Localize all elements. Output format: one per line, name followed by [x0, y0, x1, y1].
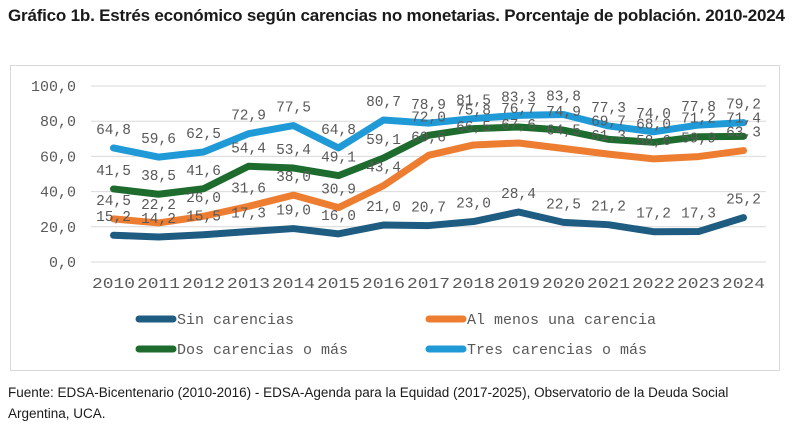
x-tick-label: 2015 [317, 276, 360, 293]
legend: Sin carencias Al menos una carencia Dos ca… [135, 312, 656, 359]
legend-label: Dos carencias o más [177, 342, 348, 359]
data-label: 60,6 [411, 130, 446, 146]
data-label: 64,5 [546, 123, 581, 139]
chart-area: 0,0 20,0 40,0 60,0 80,0 100,0 2010 2011 2012 201… [10, 65, 780, 371]
data-label: 71,2 [681, 112, 716, 128]
source-note: Fuente: EDSA-Bicentenario (2010-2016) - … [8, 385, 729, 421]
data-label: 78,9 [411, 98, 446, 114]
data-label: 75,8 [456, 104, 491, 120]
data-label: 21,0 [366, 200, 401, 216]
data-label: 74,9 [546, 105, 581, 121]
data-label: 79,2 [726, 98, 761, 114]
data-label: 38,5 [141, 169, 176, 185]
data-label: 28,4 [501, 187, 536, 203]
x-tick-label: 2022 [632, 276, 675, 293]
y-tick-label: 40,0 [40, 185, 76, 202]
data-label: 72,9 [231, 109, 266, 125]
data-label: 31,6 [231, 181, 266, 197]
data-label: 83,3 [501, 90, 536, 106]
series-lines [110, 111, 747, 241]
x-tick-label: 2016 [362, 276, 405, 293]
data-label: 25,2 [726, 193, 761, 209]
data-label: 23,0 [456, 197, 491, 213]
data-label: 41,6 [186, 164, 221, 180]
y-tick-label: 0,0 [49, 255, 76, 272]
data-label: 30,9 [321, 183, 356, 199]
data-label: 66,5 [456, 120, 491, 136]
data-label: 64,8 [96, 123, 131, 139]
legend-label: Sin carencias [177, 312, 294, 329]
data-label: 71,4 [726, 111, 761, 127]
x-axis: 2010 2011 2012 2013 2014 2015 2016 2017 2018 2019… [92, 276, 765, 293]
legend-label: Al menos una carencia [467, 312, 656, 329]
data-label: 59,6 [141, 132, 176, 148]
data-label: 61,3 [591, 129, 626, 145]
data-label: 20,7 [411, 201, 446, 217]
x-tick-label: 2017 [407, 276, 450, 293]
x-tick-label: 2021 [587, 276, 630, 293]
data-label: 76,7 [501, 102, 536, 118]
x-tick-label: 2011 [137, 276, 180, 293]
data-label: 24,5 [96, 194, 131, 210]
x-tick-label: 2010 [92, 276, 135, 293]
data-label: 38,0 [276, 170, 311, 186]
data-label: 62,5 [186, 127, 221, 143]
data-label: 64,8 [321, 123, 356, 139]
data-label: 17,3 [681, 207, 716, 223]
x-tick-label: 2012 [182, 276, 225, 293]
legend-label: Tres carencias o más [467, 342, 647, 359]
x-tick-label: 2020 [542, 276, 585, 293]
data-label: 63,3 [726, 126, 761, 142]
x-tick-label: 2023 [677, 276, 720, 293]
data-label: 81,5 [456, 94, 491, 110]
data-label: 15,5 [186, 210, 221, 226]
x-tick-label: 2013 [227, 276, 270, 293]
data-label: 53,4 [276, 143, 311, 159]
data-label: 19,0 [276, 204, 311, 220]
y-axis: 0,0 20,0 40,0 60,0 80,0 100,0 [31, 79, 76, 272]
data-label: 59,9 [681, 132, 716, 148]
data-label: 43,4 [366, 161, 401, 177]
data-label: 54,4 [231, 141, 266, 157]
data-label: 77,8 [681, 100, 716, 116]
y-tick-label: 80,0 [40, 114, 76, 131]
chart-title: Gráfico 1b. Estrés económico según caren… [8, 6, 785, 25]
data-label: 17,2 [636, 207, 671, 223]
y-tick-label: 20,0 [40, 220, 76, 237]
y-tick-label: 100,0 [31, 79, 76, 96]
data-label: 22,5 [546, 197, 581, 213]
data-label: 68,0 [636, 117, 671, 133]
data-label: 49,1 [321, 151, 356, 167]
data-label: 67,6 [501, 118, 536, 134]
data-label: 17,3 [231, 207, 266, 223]
data-label: 83,8 [546, 90, 581, 106]
data-label: 74,0 [636, 107, 671, 123]
data-label: 77,3 [591, 101, 626, 117]
data-label: 41,5 [96, 164, 131, 180]
data-label: 14,2 [141, 212, 176, 228]
data-label: 59,1 [366, 133, 401, 149]
data-label: 21,2 [591, 200, 626, 216]
data-label: 80,7 [366, 95, 401, 111]
y-tick-label: 60,0 [40, 149, 76, 166]
data-label: 69,7 [591, 114, 626, 130]
x-tick-label: 2019 [497, 276, 540, 293]
x-tick-label: 2018 [452, 276, 495, 293]
data-label: 72,0 [411, 110, 446, 126]
x-tick-label: 2024 [722, 276, 765, 293]
data-label: 26,0 [186, 191, 221, 207]
data-label: 16,0 [321, 209, 356, 225]
data-label: 22,2 [141, 198, 176, 214]
data-label: 58,6 [636, 134, 671, 150]
x-tick-label: 2014 [272, 276, 315, 293]
data-label: 77,5 [276, 101, 311, 117]
data-label: 15,2 [96, 210, 131, 226]
data-labels: 15,2 14,2 15,5 17,3 19,0 16,0 21,0 20,7 23,0 28,4… [96, 90, 761, 228]
